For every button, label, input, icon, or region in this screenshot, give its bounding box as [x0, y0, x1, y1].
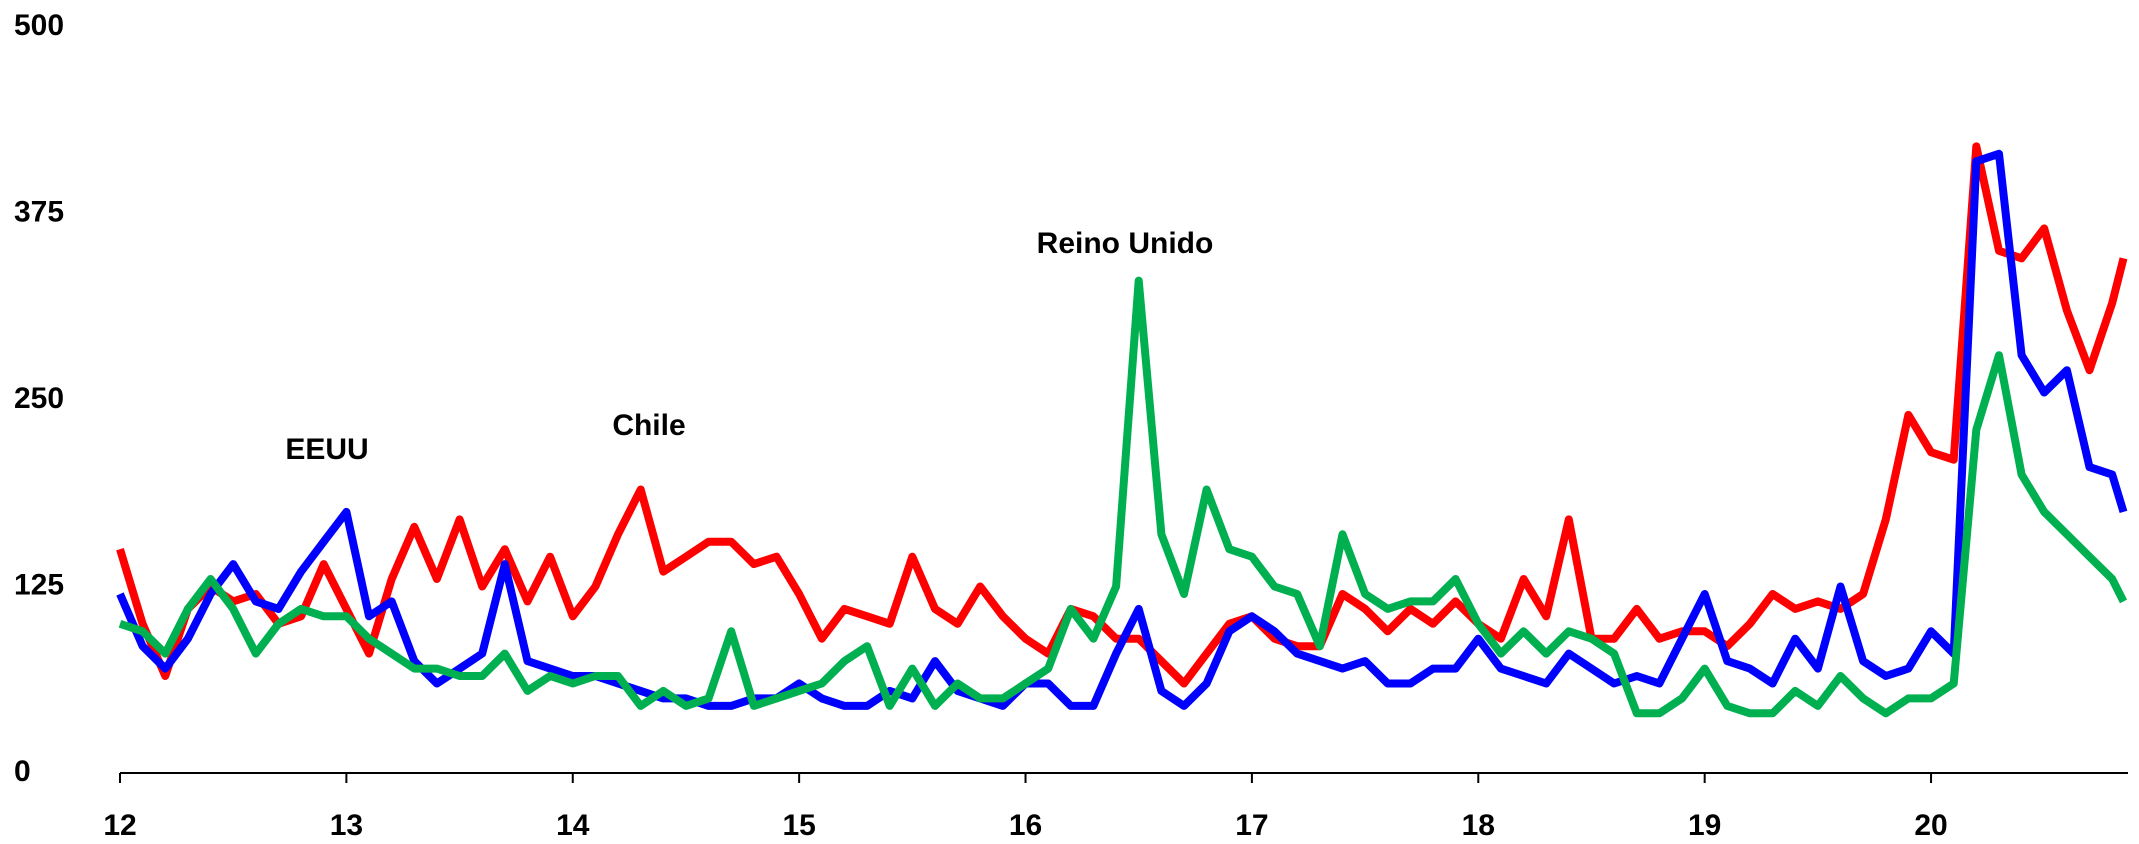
x-tick-label: 14	[556, 809, 590, 842]
x-tick-label: 17	[1235, 809, 1268, 842]
series-label: Reino Unido	[1037, 227, 1214, 260]
series-label: Chile	[612, 409, 685, 442]
x-tick-label: 19	[1688, 809, 1721, 842]
x-tick-label: 15	[782, 809, 815, 842]
series-label: EEUU	[285, 433, 368, 466]
x-tick-label: 18	[1462, 809, 1495, 842]
x-tick-label: 13	[330, 809, 363, 842]
y-tick-label: 250	[14, 382, 64, 415]
y-tick-label: 375	[14, 195, 64, 228]
y-tick-label: 125	[14, 568, 64, 601]
x-tick-label: 12	[103, 809, 136, 842]
x-tick-label: 16	[1009, 809, 1042, 842]
y-tick-label: 0	[14, 755, 31, 788]
x-tick-label: 20	[1914, 809, 1947, 842]
series-line	[118, 276, 2128, 718]
y-tick-label: 500	[14, 9, 64, 42]
